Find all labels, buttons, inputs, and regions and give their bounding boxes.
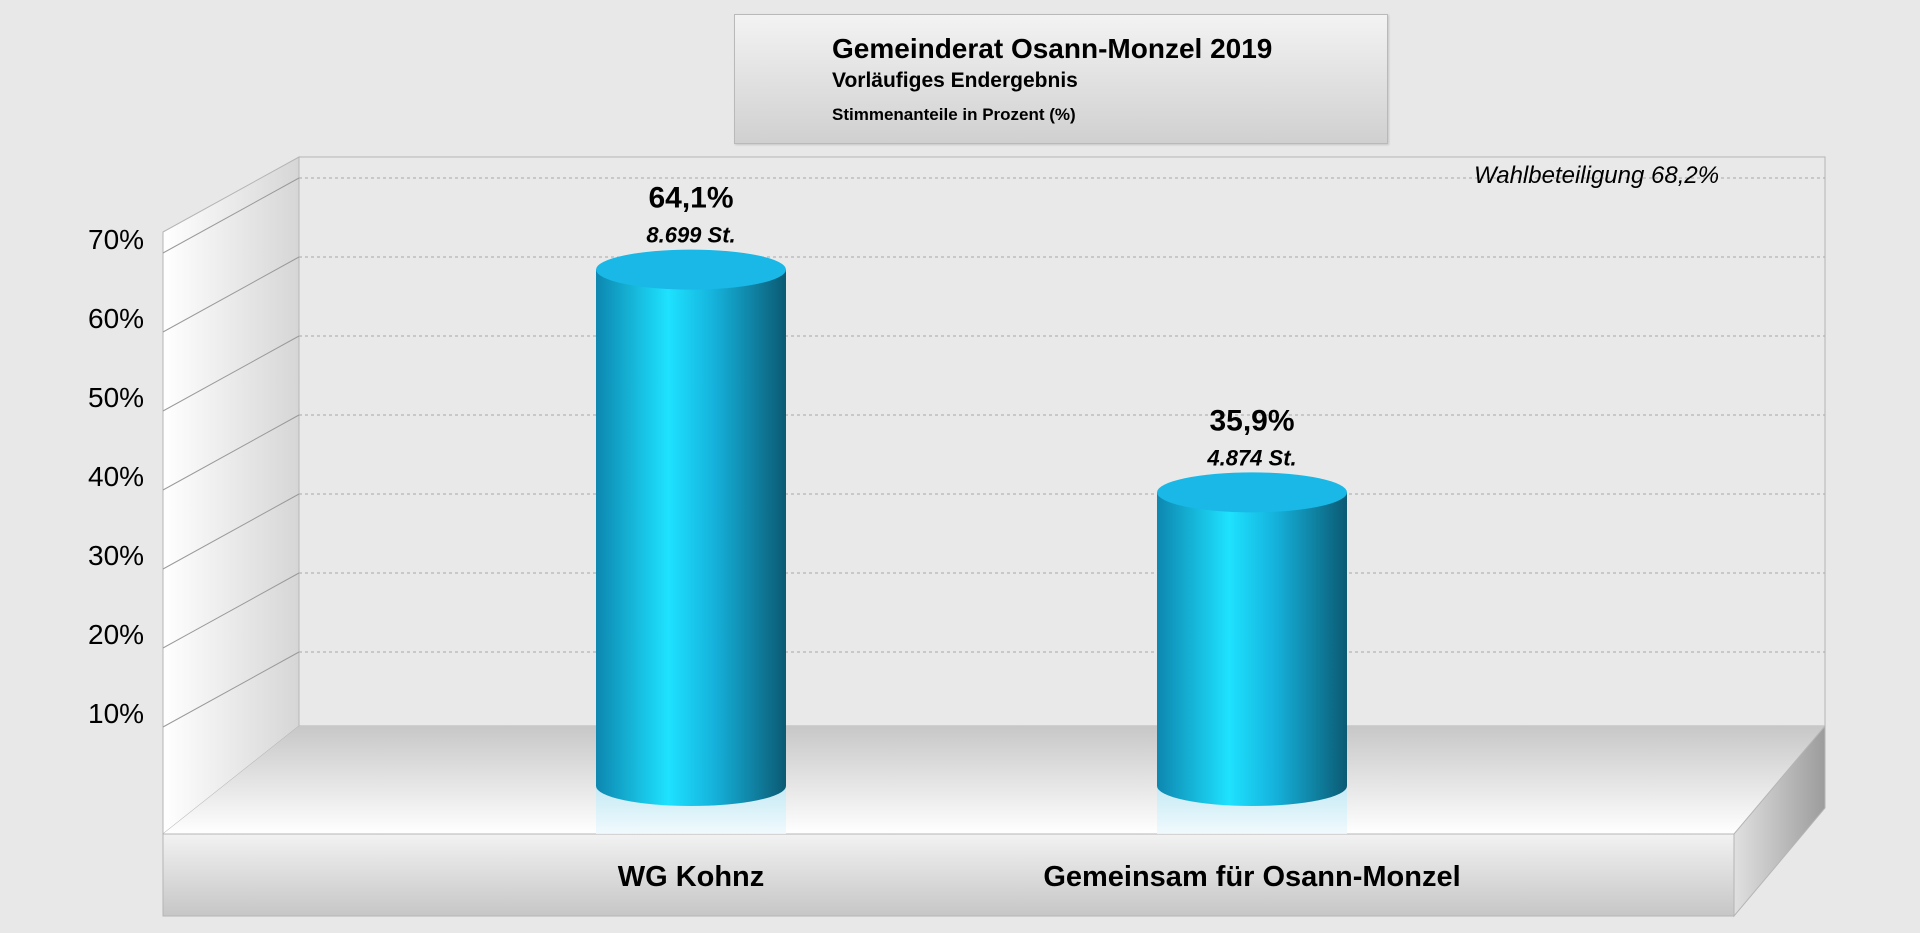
gridline-side [162, 414, 300, 491]
bar-top [1157, 472, 1347, 513]
y-tick-label: 50% [88, 382, 144, 413]
chart-title-box: Gemeinderat Osann-Monzel 2019 Vorläufige… [734, 14, 1388, 144]
floor [163, 726, 1825, 834]
bar [1157, 492, 1347, 806]
chart-unit-label: Stimmenanteile in Prozent (%) [832, 105, 1076, 124]
y-tick-label: 40% [88, 461, 144, 492]
gridline-side [162, 572, 300, 649]
gridlines [162, 177, 1825, 728]
left-wall [162, 156, 300, 836]
data-labels: 64,1% 8.699 St. 35,9% 4.874 St. [646, 182, 1296, 471]
base-right-side [1733, 724, 1826, 918]
base-front [162, 833, 1735, 917]
turnout-annotation: Wahlbeteiligung 68,2% [1474, 162, 1720, 189]
votes-label: 8.699 St. [646, 223, 735, 248]
gridline-side [162, 256, 300, 333]
y-tick-label: 20% [88, 619, 144, 650]
gridline-side [162, 493, 300, 570]
y-tick-label: 10% [88, 698, 144, 729]
gridline-side [162, 177, 300, 254]
category-labels: WG Kohnz Gemeinsam für Osann-Monzel [618, 861, 1461, 893]
value-label: 64,1% [648, 182, 733, 215]
value-label: 35,9% [1209, 404, 1294, 437]
votes-label: 4.874 St. [1206, 445, 1296, 470]
gridline-side [162, 651, 300, 728]
bars [596, 249, 1347, 834]
chart-subtitle: Vorläufiges Endergebnis [832, 69, 1078, 92]
y-tick-label: 60% [88, 303, 144, 334]
y-tick-label: 70% [88, 224, 144, 255]
chart-title: Gemeinderat Osann-Monzel 2019 [832, 33, 1273, 64]
y-tick-label: 30% [88, 540, 144, 571]
bar [596, 269, 786, 806]
category-label: Gemeinsam für Osann-Monzel [1043, 861, 1460, 893]
gridline-side [162, 335, 300, 412]
back-wall [298, 156, 1826, 727]
bar-top [596, 249, 786, 290]
y-axis-ticks: 10% 20% 30% 40% 50% 60% 70% [88, 224, 144, 729]
category-label: WG Kohnz [618, 861, 765, 893]
